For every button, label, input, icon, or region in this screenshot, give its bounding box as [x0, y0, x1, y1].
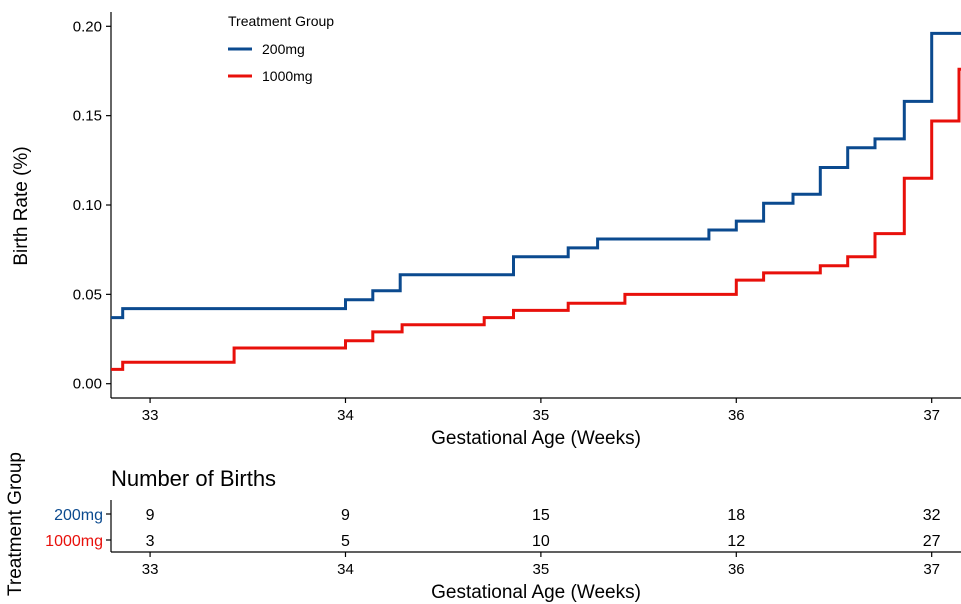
- x-tick-label: 37: [923, 407, 940, 424]
- y-tick-label: 0.20: [73, 18, 102, 35]
- risk-table-x-ticks: 33 34 35 36 37: [142, 552, 940, 578]
- risk-table-x-tick-label: 33: [142, 561, 159, 578]
- legend-label-200mg: 200mg: [262, 41, 305, 57]
- risk-table-cell: 5: [341, 533, 350, 550]
- risk-table-cell: 12: [727, 533, 745, 550]
- risk-table-row-label-1000mg: 1000mg: [45, 533, 103, 550]
- legend-label-1000mg: 1000mg: [262, 68, 313, 84]
- main-plot: 0.00 0.05 0.10 0.15 0.20 33 34 35 36 37 Gestatio…: [11, 12, 961, 449]
- risk-table-cell: 18: [727, 507, 745, 524]
- y-tick-label: 0.15: [73, 108, 102, 125]
- x-tick-label: 35: [533, 407, 550, 424]
- y-tick-label: 0.05: [73, 286, 102, 303]
- x-tick-label: 33: [142, 407, 159, 424]
- legend-title: Treatment Group: [228, 13, 334, 29]
- legend: Treatment Group 200mg 1000mg: [228, 13, 334, 84]
- risk-table-title: Number of Births: [111, 466, 276, 491]
- risk-table-cell: 27: [923, 533, 941, 550]
- risk-table-row-label-200mg: 200mg: [54, 507, 103, 524]
- x-tick-label: 34: [337, 407, 354, 424]
- risk-table-y-axis-label: Treatment Group: [5, 452, 26, 596]
- risk-table-x-tick-label: 36: [728, 561, 745, 578]
- x-axis-label: Gestational Age (Weeks): [431, 428, 641, 449]
- risk-table-x-axis-label: Gestational Age (Weeks): [431, 582, 641, 603]
- y-tick-label: 0.10: [73, 197, 102, 214]
- risk-table-x-tick-label: 35: [533, 561, 550, 578]
- series-line-1000mg: [111, 67, 961, 371]
- x-tick-label: 36: [728, 407, 745, 424]
- x-ticks: 33 34 35 36 37: [142, 398, 940, 424]
- series-line-200mg: [111, 31, 961, 320]
- risk-table-cell: 3: [146, 533, 155, 550]
- risk-table-x-tick-label: 34: [337, 561, 354, 578]
- risk-table-cell: 10: [532, 533, 550, 550]
- risk-table-rows: 200mg 9 9 15 18 32 1000mg 3 5 10 12 27: [45, 507, 941, 550]
- risk-table-cell: 32: [923, 507, 941, 524]
- y-axis-label: Birth Rate (%): [11, 146, 32, 265]
- risk-table-cell: 9: [341, 507, 350, 524]
- risk-table-cell: 9: [146, 507, 155, 524]
- risk-table-cell: 15: [532, 507, 550, 524]
- risk-table-x-tick-label: 37: [923, 561, 940, 578]
- series-lines: [111, 31, 961, 371]
- y-ticks: 0.00 0.05 0.10 0.15 0.20: [73, 18, 111, 393]
- y-tick-label: 0.00: [73, 376, 102, 393]
